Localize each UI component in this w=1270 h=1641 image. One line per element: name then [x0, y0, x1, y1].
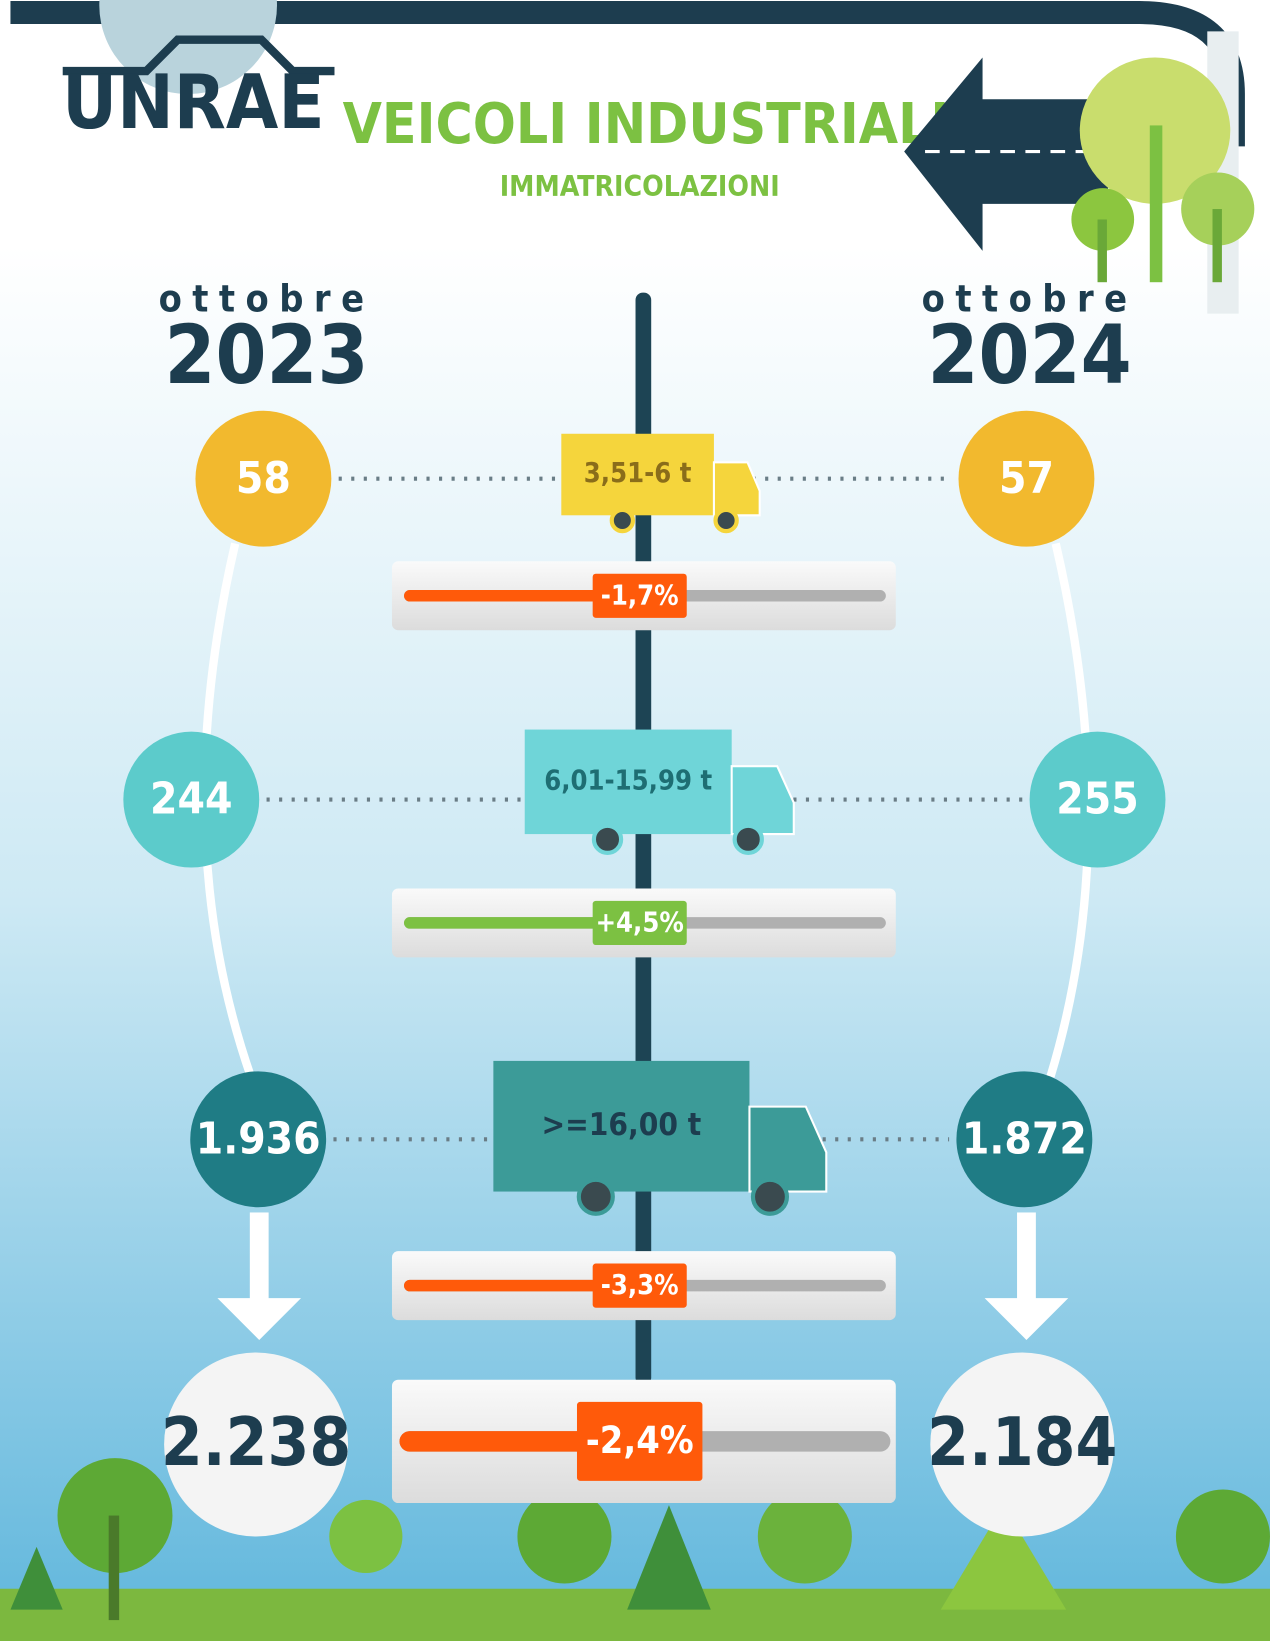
truck-wheel: [713, 507, 739, 534]
change-badge: [592, 573, 687, 618]
arrow-head: [217, 1298, 302, 1340]
truck-wheel: [609, 507, 636, 534]
vehicle-class: >=16,00 t: [542, 1107, 702, 1143]
value-circle: [190, 1071, 327, 1208]
truck-wheel: [591, 823, 624, 855]
registrations: 1.872: [962, 1113, 1087, 1164]
change-badge: [576, 1401, 703, 1481]
subtitle: IMMATRICOLAZIONI: [500, 170, 780, 203]
trees-top: [1071, 57, 1255, 283]
value-circle: [956, 1071, 1093, 1208]
change-value: +4,5%: [596, 907, 684, 938]
change-badge: [592, 1263, 687, 1308]
total-value: 2.184: [927, 1403, 1117, 1481]
title: VEICOLI INDUSTRIALI: [343, 92, 950, 157]
value-circle: [123, 731, 260, 868]
registrations: 58: [236, 453, 291, 504]
change-value: -2,4%: [586, 1418, 694, 1462]
truck-cargo: [561, 433, 714, 516]
truck-wheel: [732, 823, 764, 855]
registrations: 57: [999, 453, 1054, 504]
change-badge: [592, 900, 687, 946]
arrow-left: [904, 57, 1108, 251]
truck-cab: [748, 1105, 828, 1193]
truck-cab: [712, 461, 761, 517]
total-circle: [164, 1352, 349, 1537]
total-value: 2.238: [161, 1403, 351, 1481]
registrations: 1.936: [196, 1113, 321, 1164]
truck-wheel: [750, 1177, 790, 1216]
period-year: 2023: [164, 308, 368, 403]
truck-cab: [730, 765, 795, 836]
period-year: 2024: [928, 308, 1132, 403]
arrow-shaft: [249, 1212, 269, 1302]
logo-roof: [62, 35, 335, 76]
arrow-head: [984, 1298, 1069, 1340]
value-circle: [1029, 731, 1166, 868]
total-circle: [930, 1352, 1115, 1537]
truck-wheel: [576, 1177, 615, 1216]
arrow-shaft: [1017, 1212, 1036, 1302]
value-circle: [958, 410, 1095, 547]
change-value: -1,7%: [601, 580, 679, 611]
period-month: ottobre: [922, 277, 1138, 321]
value-circle: [195, 410, 332, 547]
period-month: ottobre: [159, 277, 375, 321]
vehicle-class: 6,01-15,99 t: [544, 765, 712, 796]
vehicle-class: 3,51-6 t: [584, 458, 692, 489]
truck-cargo: [493, 1060, 750, 1192]
trees-bottom: [0, 1458, 1270, 1641]
truck-cargo: [524, 729, 732, 835]
registrations: 244: [150, 774, 232, 825]
change-value: -3,3%: [601, 1270, 679, 1301]
logo: UNRAE: [62, 58, 324, 146]
registrations: 255: [1056, 774, 1138, 825]
